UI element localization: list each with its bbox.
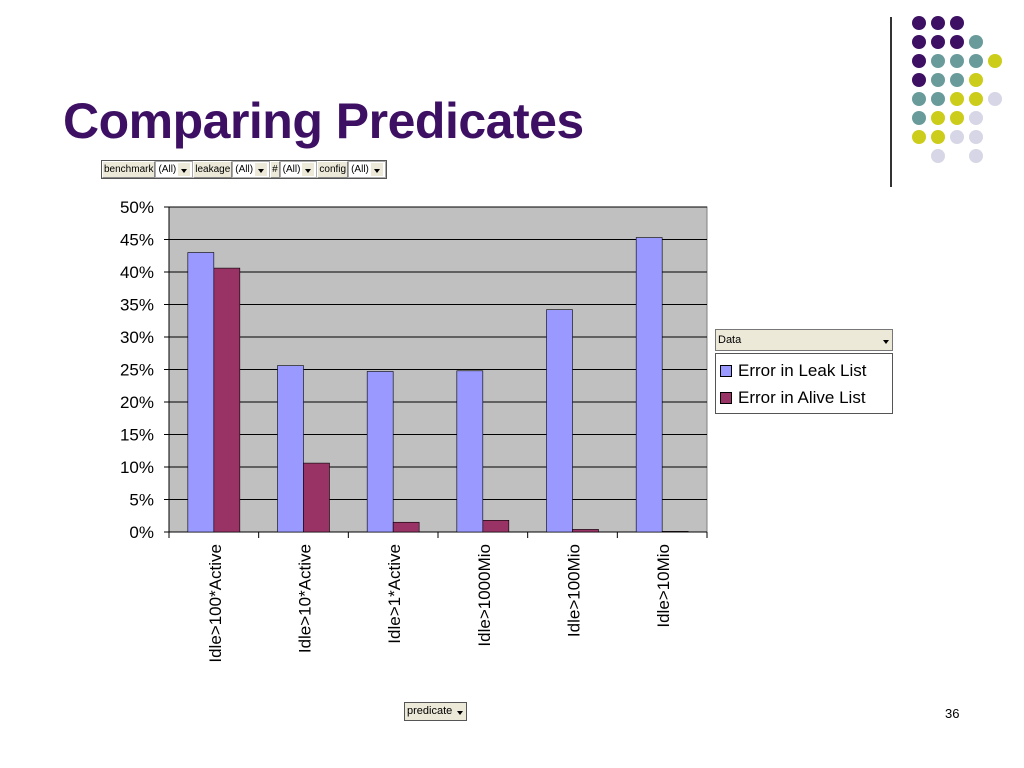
- y-tick-label: 0%: [129, 523, 154, 542]
- legend-item-alive: Error in Alive List: [720, 384, 890, 411]
- bar-leak: [277, 365, 304, 533]
- filter-label-leakage[interactable]: leakage: [193, 161, 233, 178]
- decorative-divider: [890, 17, 892, 187]
- dropdown-arrow-icon[interactable]: [255, 163, 268, 176]
- bar-alive: [482, 519, 510, 533]
- y-tick-label: 25%: [120, 361, 154, 380]
- legend-label-alive: Error in Alive List: [738, 387, 866, 407]
- dropdown-arrow-icon[interactable]: [454, 705, 467, 718]
- dropdown-arrow-icon[interactable]: [178, 163, 191, 176]
- y-tick-label: 5%: [129, 491, 154, 510]
- y-tick-label: 20%: [120, 393, 154, 412]
- legend-entries: Error in Leak List Error in Alive List: [715, 353, 893, 414]
- pivot-filter-bar: benchmark (All) leakage (All) # (All) co…: [101, 160, 387, 179]
- legend-swatch-leak: [720, 364, 732, 377]
- y-tick-label: 50%: [120, 198, 154, 217]
- bar-leak: [456, 370, 484, 533]
- bar-leak: [546, 309, 573, 533]
- bar-alive: [303, 462, 330, 533]
- legend-header-label: Data: [718, 334, 742, 346]
- predicate-field-label: predicate: [407, 705, 453, 717]
- filter-value-config[interactable]: (All): [348, 161, 386, 178]
- filter-label-config[interactable]: config: [317, 161, 349, 178]
- x-tick-label: Idle>1*Active: [385, 544, 404, 644]
- chart-legend: Data Error in Leak List Error in Alive L…: [715, 329, 893, 414]
- dropdown-arrow-icon[interactable]: [370, 163, 383, 176]
- y-tick-label: 15%: [120, 426, 154, 445]
- y-tick-label: 10%: [120, 458, 154, 477]
- filter-value-benchmark[interactable]: (All): [155, 161, 194, 178]
- x-tick-label: Idle>10Mio: [654, 544, 673, 628]
- bar-alive: [392, 521, 420, 533]
- bar-leak: [366, 371, 394, 533]
- dropdown-arrow-icon[interactable]: [302, 163, 315, 176]
- filter-value-leakage[interactable]: (All): [232, 161, 271, 178]
- x-tick-label: Idle>100Mio: [565, 544, 584, 637]
- legend-label-leak: Error in Leak List: [738, 360, 867, 380]
- dropdown-arrow-icon[interactable]: [880, 334, 892, 347]
- y-tick-label: 45%: [120, 231, 154, 250]
- x-tick-label: Idle>100*Active: [206, 544, 225, 663]
- bar-leak: [187, 252, 215, 533]
- legend-item-leak: Error in Leak List: [720, 357, 890, 384]
- page-number: 36: [945, 706, 960, 721]
- x-tick-label: Idle>1000Mio: [475, 544, 494, 647]
- legend-swatch-alive: [720, 391, 732, 404]
- bar-alive: [572, 529, 599, 533]
- y-tick-label: 40%: [120, 263, 154, 282]
- legend-data-field-button[interactable]: Data: [715, 329, 893, 351]
- y-tick-label: 30%: [120, 328, 154, 347]
- filter-label-count[interactable]: #: [270, 161, 280, 178]
- x-tick-label: Idle>10*Active: [296, 544, 315, 653]
- filter-label-benchmark[interactable]: benchmark: [102, 161, 156, 178]
- bar-alive: [661, 531, 689, 533]
- bar-alive: [213, 267, 241, 533]
- y-tick-label: 35%: [120, 296, 154, 315]
- filter-value-count[interactable]: (All): [279, 161, 318, 178]
- bar-leak: [635, 237, 663, 533]
- predicate-field-button[interactable]: predicate: [404, 702, 468, 721]
- slide-title: Comparing Predicates: [63, 93, 584, 149]
